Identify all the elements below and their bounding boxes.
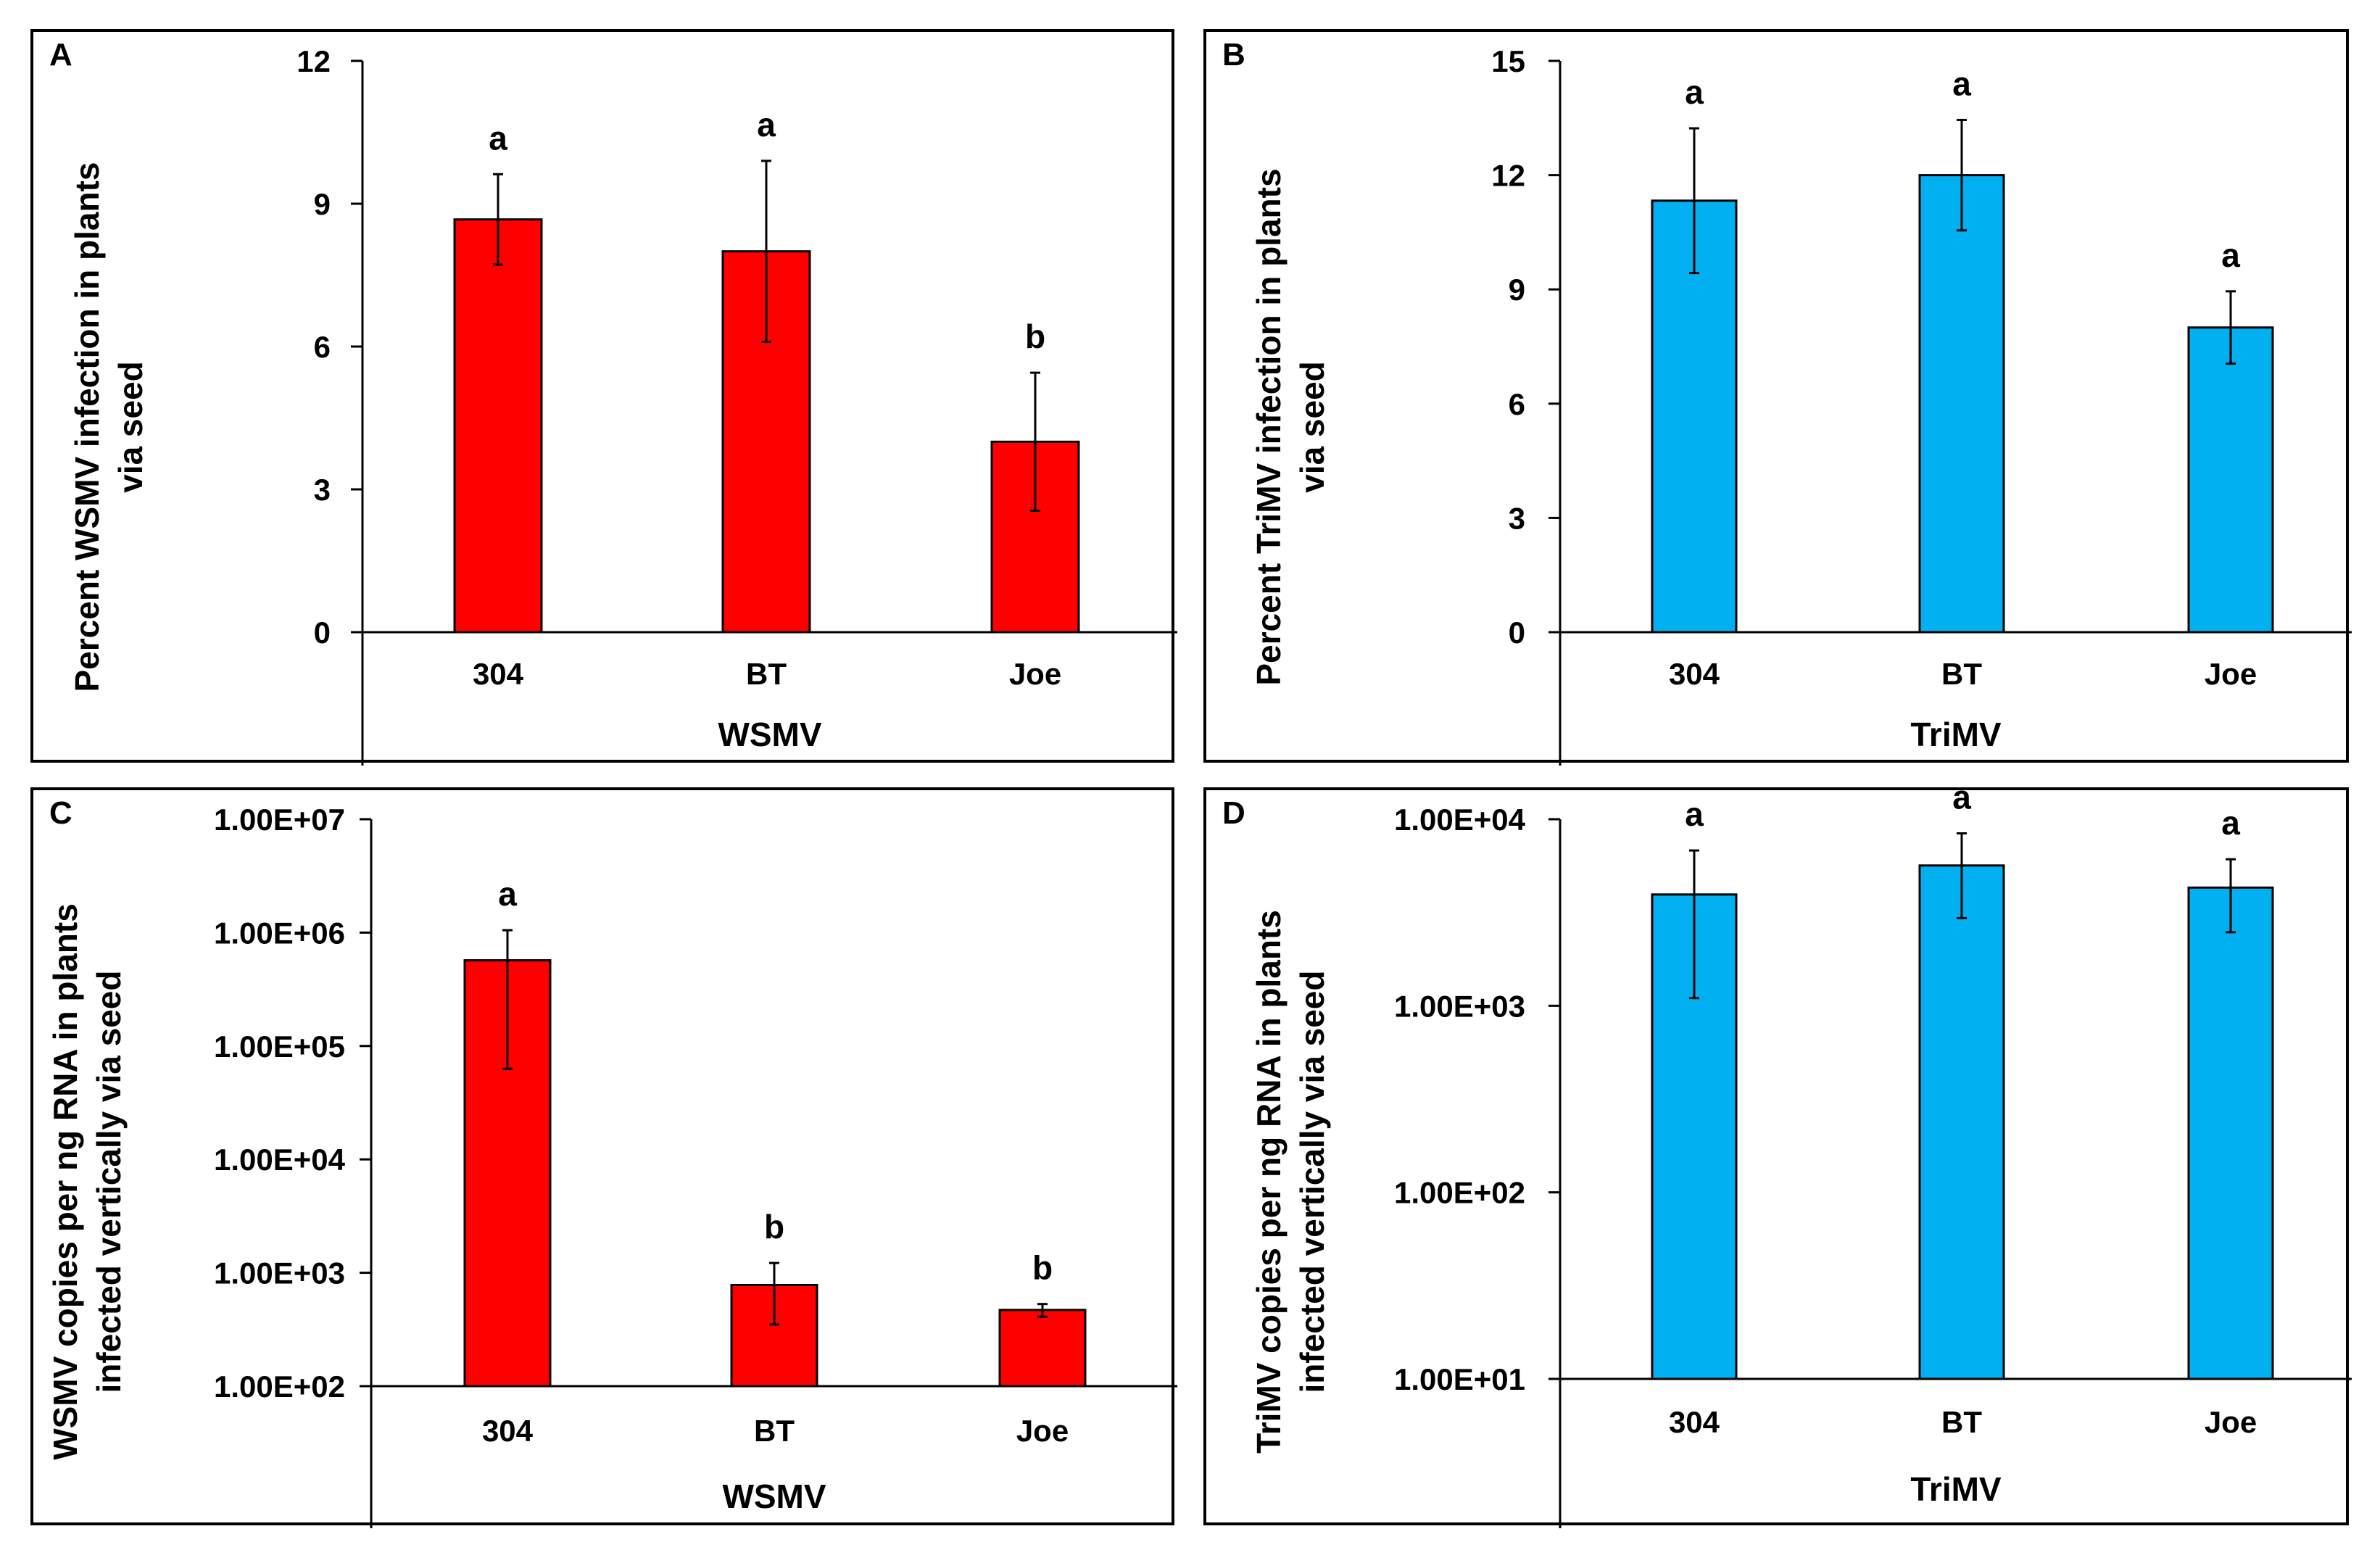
y-tick-label: 1.00E+01 bbox=[1394, 1362, 1525, 1396]
x-axis-title: WSMV bbox=[722, 1478, 826, 1515]
chart-a: A 0 3 6 9 12 a 304 a BT b Joe WSMV Percent WSMV infec… bbox=[49, 37, 1177, 766]
y-axis-title-line: Percent WSMV infection in plants bbox=[68, 162, 106, 692]
y-tick-label: 3 bbox=[314, 473, 331, 507]
y-tick-label: 6 bbox=[1509, 387, 1525, 421]
category-label: Joe bbox=[1016, 1414, 1069, 1448]
y-axis-title-line: Percent TriMV infection in plants bbox=[1250, 168, 1288, 685]
panel-d: D 1.00E+01 1.00E+02 1.00E+03 1.00E+04 a 304 a BT… bbox=[1203, 778, 2352, 1528]
y-tick-label: 1.00E+07 bbox=[214, 803, 345, 837]
significance-letter: a bbox=[1685, 795, 1704, 833]
y-axis-title-line: WSMV copies per ng RNA in plants bbox=[46, 903, 84, 1460]
y-tick-label: 1.00E+02 bbox=[1394, 1176, 1525, 1210]
category-label: Joe bbox=[2205, 1405, 2257, 1439]
bar-304 bbox=[453, 218, 543, 634]
y-tick-label: 1.00E+04 bbox=[214, 1143, 346, 1177]
significance-letter: a bbox=[2221, 236, 2240, 274]
category-label: Joe bbox=[2205, 657, 2257, 691]
panel-letter: B bbox=[1222, 37, 1245, 72]
category-label: BT bbox=[746, 657, 787, 691]
significance-letter: a bbox=[1685, 73, 1704, 111]
category-label: 304 bbox=[473, 657, 524, 691]
significance-letter: a bbox=[498, 875, 517, 913]
y-tick-label: 9 bbox=[1509, 273, 1525, 307]
y-tick-label: 9 bbox=[314, 187, 331, 221]
category-label: 304 bbox=[1669, 1405, 1720, 1439]
x-axis-title: TriMV bbox=[1910, 716, 2002, 753]
y-axis-title-line: via seed bbox=[112, 361, 149, 493]
significance-letter: a bbox=[2221, 804, 2240, 842]
significance-letter: b bbox=[764, 1208, 784, 1246]
significance-letter: a bbox=[1952, 65, 1971, 102]
category-label: BT bbox=[754, 1414, 795, 1448]
chart-d: D 1.00E+01 1.00E+02 1.00E+03 1.00E+04 a 304 a BT… bbox=[1222, 778, 2352, 1528]
significance-letter: a bbox=[757, 106, 776, 144]
category-label: 304 bbox=[482, 1414, 534, 1448]
chart-c: C 1.00E+02 1.00E+03 1.00E+04 1.00E+05 1.00E+0… bbox=[46, 795, 1177, 1528]
y-tick-label: 0 bbox=[314, 616, 331, 650]
significance-letter: a bbox=[489, 119, 507, 157]
bar-joe bbox=[998, 1309, 1087, 1388]
y-tick-label: 1.00E+06 bbox=[214, 916, 345, 950]
y-axis-title-line: infected vertically via seed bbox=[1293, 971, 1331, 1393]
chart-b: B 0 3 6 9 12 15 a 304 a BT a Joe TriMV Percent TriMV i… bbox=[1222, 37, 2352, 766]
panel-b: B 0 3 6 9 12 15 a 304 a BT a Joe TriMV Percent TriMV i… bbox=[1203, 29, 2352, 766]
y-tick-label: 6 bbox=[314, 330, 331, 364]
y-tick-label: 0 bbox=[1509, 616, 1525, 650]
y-axis-title-line: TriMV copies per ng RNA in plants bbox=[1250, 910, 1288, 1454]
panel-letter: C bbox=[49, 795, 72, 831]
panel-c: C 1.00E+02 1.00E+03 1.00E+04 1.00E+05 1.00E+0… bbox=[30, 787, 1177, 1528]
y-tick-label: 3 bbox=[1509, 501, 1525, 535]
category-label: 304 bbox=[1669, 657, 1720, 691]
x-axis-title: TriMV bbox=[1910, 1470, 2002, 1508]
x-axis-title: WSMV bbox=[718, 716, 821, 753]
y-tick-label: 1.00E+03 bbox=[1394, 989, 1525, 1023]
category-label: Joe bbox=[1009, 657, 1061, 691]
panel-a: A 0 3 6 9 12 a 304 a BT b Joe WSMV Percent WSMV infec… bbox=[30, 29, 1177, 766]
y-tick-label: 12 bbox=[297, 44, 331, 78]
panel-letter: A bbox=[49, 37, 72, 72]
y-tick-label: 15 bbox=[1491, 44, 1525, 78]
y-axis-title-line: infected vertically via seed bbox=[90, 971, 128, 1393]
y-tick-label: 1.00E+02 bbox=[214, 1369, 345, 1404]
bar-joe bbox=[2187, 326, 2274, 634]
significance-letter: b bbox=[1025, 318, 1045, 355]
category-label: BT bbox=[1941, 657, 1982, 691]
y-tick-label: 12 bbox=[1491, 159, 1525, 193]
significance-letter: b bbox=[1032, 1249, 1053, 1287]
category-label: BT bbox=[1941, 1405, 1982, 1439]
y-tick-label: 1.00E+04 bbox=[1394, 803, 1526, 837]
panel-letter: D bbox=[1222, 795, 1245, 831]
y-axis-title-line: via seed bbox=[1293, 361, 1331, 493]
y-tick-label: 1.00E+03 bbox=[214, 1256, 345, 1290]
significance-letter: a bbox=[1952, 778, 1971, 816]
bar-joe bbox=[990, 440, 1080, 634]
bar-bt bbox=[1918, 174, 2005, 634]
bar-joe bbox=[2187, 886, 2274, 1380]
bar-bt bbox=[1918, 864, 2005, 1380]
y-tick-label: 1.00E+05 bbox=[214, 1029, 345, 1064]
